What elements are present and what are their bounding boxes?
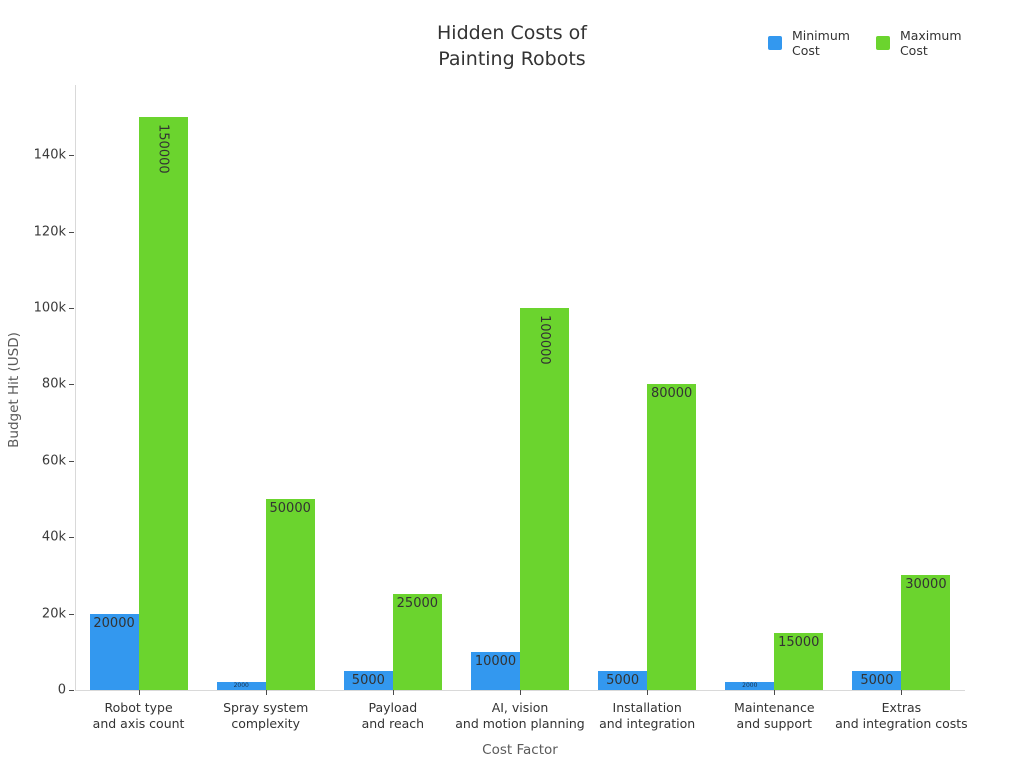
bar-maximum-cost: 25000 [392, 594, 442, 690]
bar-value-label: 2000 [742, 682, 758, 689]
x-category-label: Spray system complexity [223, 700, 309, 731]
x-tick-mark [138, 690, 140, 695]
y-tick-label: 100k [33, 300, 66, 316]
y-tick-label: 20k [41, 606, 66, 622]
bar-value-label: 25000 [396, 596, 439, 611]
bar-minimum-cost: 20000 [89, 614, 139, 690]
bar-value-label: 5000 [606, 673, 640, 688]
y-tick-mark [69, 308, 74, 309]
bar-maximum-cost: 15000 [774, 633, 824, 690]
x-tick-mark [647, 690, 649, 695]
y-tick-mark [69, 384, 74, 386]
y-tick-label: 80k [41, 376, 66, 392]
bar-minimum-cost: 5000 [852, 671, 902, 690]
bar-maximum-cost: 150000 [138, 117, 188, 690]
legend-item: Minimum Cost [768, 28, 850, 58]
bar-minimum-cost: 2000 [725, 682, 775, 690]
bar-value-label: 20000 [93, 616, 135, 631]
bar-value-label: 5000 [860, 673, 894, 688]
bar-value-label: 10000 [474, 654, 517, 669]
y-tick-label: 120k [33, 224, 66, 240]
bar-minimum-cost: 2000 [216, 682, 266, 690]
x-category-label: Extras and integration costs [835, 700, 968, 731]
y-tick-mark [69, 155, 74, 157]
x-category-label: Maintenance and support [734, 700, 815, 731]
x-tick-mark [392, 690, 394, 695]
bar-value-label: 5000 [351, 673, 385, 688]
x-axis-title: Cost Factor [482, 742, 558, 758]
y-tick-label: 0 [57, 682, 66, 698]
y-axis-line [75, 85, 76, 690]
y-tick-mark [69, 537, 74, 539]
x-category-label: Robot type and axis count [92, 700, 185, 731]
y-tick-label: 40k [41, 529, 66, 545]
bar-value-label: 50000 [269, 501, 311, 516]
x-category-label: Payload and reach [361, 700, 425, 731]
y-tick-mark [69, 231, 74, 233]
bar-maximum-cost: 100000 [520, 308, 569, 690]
chart-title: Hidden Costs of Painting Robots [437, 22, 587, 70]
bar-maximum-cost: 80000 [647, 384, 697, 690]
x-tick-mark [774, 690, 776, 695]
bar-value-label: 2000 [233, 682, 249, 689]
bar-minimum-cost: 5000 [343, 671, 393, 690]
x-tick-mark [265, 690, 267, 695]
bar-value-label: 80000 [650, 386, 693, 401]
bar-value-label: 30000 [905, 577, 947, 592]
x-category-label: Installation and integration [599, 700, 696, 731]
y-tick-mark [69, 460, 74, 462]
bar-minimum-cost: 5000 [598, 671, 648, 690]
y-tick-label: 140k [33, 147, 66, 163]
legend: Minimum Cost Maximum Cost [768, 28, 962, 58]
bar-value-label: 15000 [778, 635, 820, 650]
legend-swatch-icon [875, 36, 890, 50]
bar-maximum-cost: 50000 [265, 499, 315, 690]
legend-label: Maximum Cost [899, 28, 962, 58]
y-tick-mark [69, 613, 74, 615]
bar-value-label: 100000 [537, 315, 552, 365]
bar-minimum-cost: 10000 [471, 652, 520, 690]
x-tick-mark [901, 690, 903, 695]
legend-item: Maximum Cost [875, 28, 962, 58]
y-tick-mark [69, 690, 74, 691]
x-tick-mark [520, 690, 521, 695]
y-tick-label: 60k [41, 453, 66, 469]
x-category-label: AI, vision and motion planning [455, 700, 585, 731]
bar-value-label: 150000 [155, 124, 171, 174]
legend-swatch-icon [768, 36, 782, 50]
legend-label: Minimum Cost [792, 28, 850, 58]
bar-maximum-cost: 30000 [901, 575, 951, 690]
